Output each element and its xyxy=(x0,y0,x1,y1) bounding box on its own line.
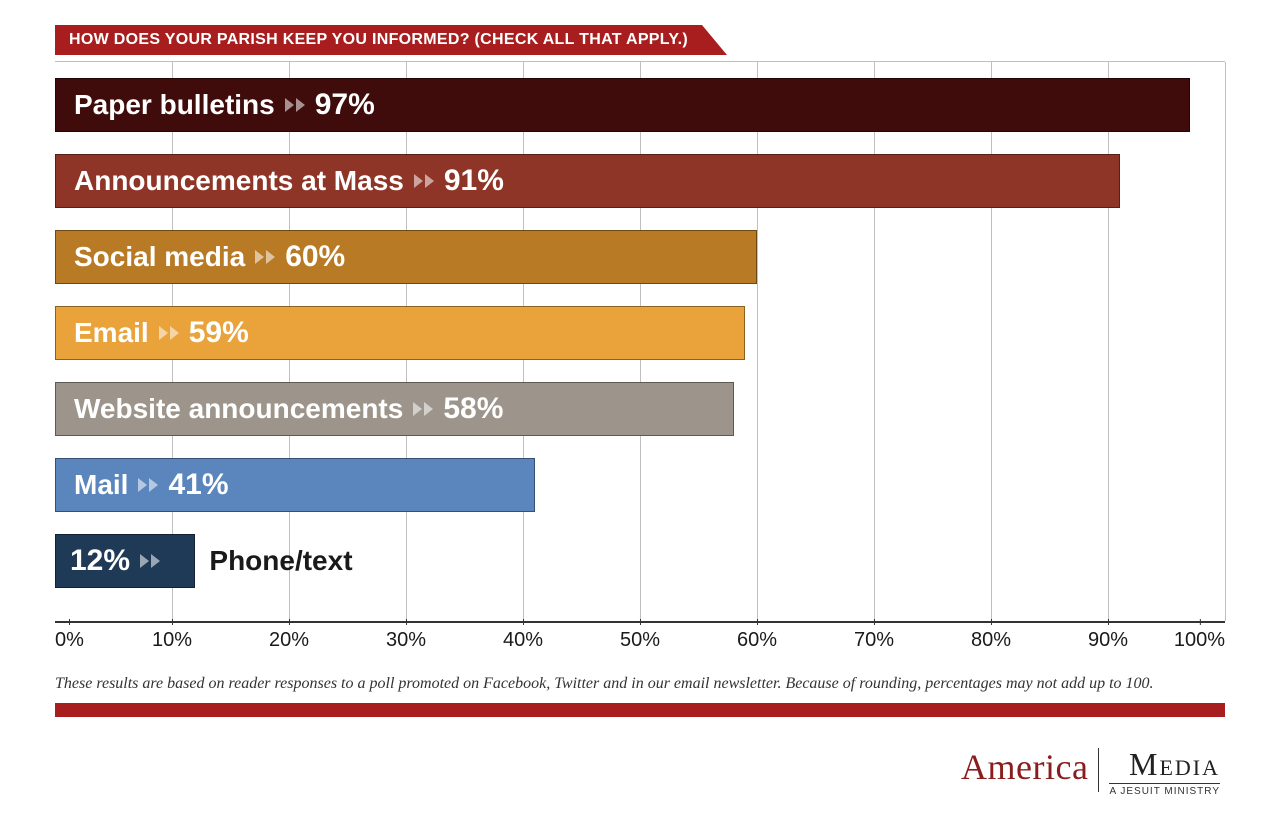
arrow-icon xyxy=(414,174,434,188)
bar: Paper bulletins 97% xyxy=(55,78,1190,132)
arrow-icon xyxy=(413,402,433,416)
bar-value: 60% xyxy=(285,240,345,274)
chart-x-axis: 0% 10% 20% 30% 40% 50% 60% 70% 80% 90% 100% xyxy=(55,621,1225,661)
bar: Email 59% xyxy=(55,306,745,360)
bar-label: Paper bulletins xyxy=(74,89,275,121)
x-tick: 40% xyxy=(503,629,543,652)
logo-america-text: America xyxy=(961,746,1088,788)
x-tick: 10% xyxy=(152,629,192,652)
bar-label: Social media xyxy=(74,241,245,273)
x-tick: 20% xyxy=(269,629,309,652)
x-tick: 90% xyxy=(1088,629,1128,652)
x-tick-label: 0% xyxy=(55,629,84,651)
bar-value: 97% xyxy=(315,88,375,122)
bar-label: Email xyxy=(74,317,149,349)
bar-value: 12% xyxy=(70,544,130,578)
brand-logo: America Media A JESUIT MINISTRY xyxy=(961,746,1220,797)
x-tick: 60% xyxy=(737,629,777,652)
bar: Announcements at Mass 91% xyxy=(55,154,1120,208)
bar-label: Announcements at Mass xyxy=(74,165,404,197)
x-tick: 30% xyxy=(386,629,426,652)
logo-tagline: A JESUIT MINISTRY xyxy=(1109,783,1220,797)
x-tick-label: 60% xyxy=(737,629,777,651)
bar-row: 12% Phone/text xyxy=(55,534,1225,588)
x-tick: 70% xyxy=(854,629,894,652)
bar-label: Website announcements xyxy=(74,393,403,425)
x-tick: 100% xyxy=(1174,629,1225,652)
bar-row: Email 59% xyxy=(55,306,1225,360)
x-tick-label: 10% xyxy=(152,629,192,651)
x-tick: 80% xyxy=(971,629,1011,652)
x-tick-label: 40% xyxy=(503,629,543,651)
x-tick-label: 50% xyxy=(620,629,660,651)
arrow-icon xyxy=(138,478,158,492)
bar: Website announcements 58% xyxy=(55,382,734,436)
x-tick-label: 90% xyxy=(1088,629,1128,651)
bar: Social media 60% xyxy=(55,230,757,284)
chart-title-banner: HOW DOES YOUR PARISH KEEP YOU INFORMED? … xyxy=(55,25,1225,55)
logo-media-text: Media xyxy=(1129,746,1220,783)
chart-container: HOW DOES YOUR PARISH KEEP YOU INFORMED? … xyxy=(55,25,1225,717)
x-tick: 0% xyxy=(55,629,84,652)
bar-value: 58% xyxy=(443,392,503,426)
chart-footnote: These results are based on reader respon… xyxy=(55,675,1225,693)
bar-row: Announcements at Mass 91% xyxy=(55,154,1225,208)
chart-title: HOW DOES YOUR PARISH KEEP YOU INFORMED? … xyxy=(69,31,688,49)
x-tick-label: 80% xyxy=(971,629,1011,651)
decorative-rule xyxy=(55,703,1225,717)
arrow-icon xyxy=(285,98,305,112)
bar: Mail 41% xyxy=(55,458,535,512)
bar-value: 41% xyxy=(168,468,228,502)
bar-value: 91% xyxy=(444,164,504,198)
x-tick-label: 100% xyxy=(1174,629,1225,651)
x-tick-label: 30% xyxy=(386,629,426,651)
chart-plot-area: Paper bulletins 97% Announcements at Mass 9… xyxy=(55,61,1225,621)
x-tick-label: 70% xyxy=(854,629,894,651)
bar-label: Phone/text xyxy=(195,534,352,588)
logo-divider xyxy=(1098,748,1099,792)
arrow-icon xyxy=(159,326,179,340)
x-tick: 50% xyxy=(620,629,660,652)
bar-row: Paper bulletins 97% xyxy=(55,78,1225,132)
bar: 12% xyxy=(55,534,195,588)
bar-label: Mail xyxy=(74,469,128,501)
bar-row: Social media 60% xyxy=(55,230,1225,284)
arrow-icon xyxy=(140,554,160,568)
chart-bars: Paper bulletins 97% Announcements at Mass 9… xyxy=(55,78,1225,610)
x-tick-label: 20% xyxy=(269,629,309,651)
bar-value: 59% xyxy=(189,316,249,350)
bar-row: Mail 41% xyxy=(55,458,1225,512)
gridline xyxy=(1225,62,1226,621)
bar-row: Website announcements 58% xyxy=(55,382,1225,436)
arrow-icon xyxy=(255,250,275,264)
